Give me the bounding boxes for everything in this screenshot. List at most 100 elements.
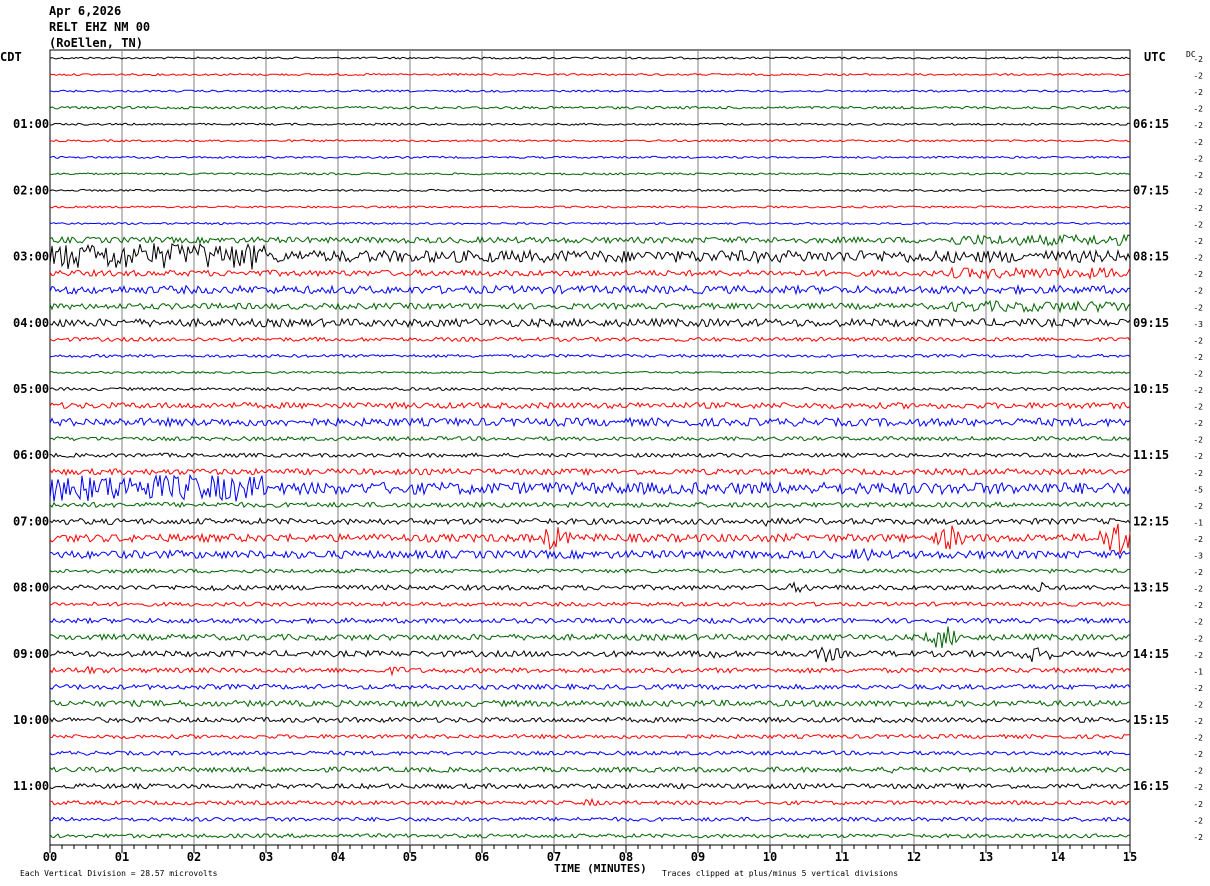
dc-offset-label: -2: [1193, 568, 1203, 577]
trace-row-33: [49, 601, 1131, 607]
trace-row-36: [49, 646, 1131, 663]
trace-row-17: [49, 336, 1131, 343]
trace-row-23: [49, 435, 1131, 442]
trace-row-34: [49, 616, 1131, 625]
right-hour-label: 13:15: [1133, 581, 1169, 595]
right-hour-label: 10:15: [1133, 382, 1169, 396]
dc-offset-label: -2: [1193, 833, 1203, 842]
trace-row-39: [49, 699, 1131, 708]
trace-row-46: [49, 816, 1131, 823]
dc-offset-label: -2: [1193, 270, 1203, 279]
dc-offset-label: -2: [1193, 369, 1203, 378]
trace-row-14: [49, 283, 1131, 296]
right-hour-label: 06:15: [1133, 117, 1169, 131]
trace-row-12: [49, 242, 1131, 270]
x-tick-label: 06: [475, 850, 489, 864]
trace-row-27: [49, 501, 1131, 509]
trace-row-0: [49, 56, 1131, 60]
station-location: (RoEllen, TN): [49, 36, 143, 50]
right-hour-label: 11:15: [1133, 448, 1169, 462]
dc-offset-label: -1: [1193, 518, 1203, 527]
dc-offset-label: -2: [1193, 601, 1203, 610]
right-hour-label: 09:15: [1133, 316, 1169, 330]
dc-offset-label: -2: [1193, 535, 1203, 544]
dc-offset-label: -5: [1193, 485, 1203, 494]
right-hour-label: 15:15: [1133, 713, 1169, 727]
trace-row-38: [49, 683, 1131, 691]
trace-row-19: [49, 370, 1131, 375]
trace-row-26: [49, 473, 1131, 502]
x-tick-label: 09: [691, 850, 705, 864]
left-hour-label: 05:00: [13, 382, 49, 396]
trace-row-25: [49, 467, 1131, 477]
dc-offset-label: -2: [1193, 734, 1203, 743]
dc-offset-label: -2: [1193, 634, 1203, 643]
left-hour-label: 04:00: [13, 316, 49, 330]
dc-offset-label: -2: [1193, 618, 1203, 627]
trace-row-4: [49, 122, 1131, 126]
dc-offset-label: -2: [1193, 154, 1203, 163]
trace-row-29: [49, 523, 1131, 555]
trace-row-9: [49, 205, 1130, 209]
trace-row-8: [49, 188, 1131, 193]
dc-offset-label: -2: [1193, 237, 1203, 246]
left-hour-label: 06:00: [13, 448, 49, 462]
dc-offset-label: -2: [1193, 72, 1203, 81]
left-hour-label: 11:00: [13, 779, 49, 793]
left-hour-label: 08:00: [13, 581, 49, 595]
x-tick-label: 05: [403, 850, 417, 864]
trace-row-41: [49, 733, 1130, 740]
scale-note: Each Vertical Division = 28.57 microvolt…: [20, 869, 218, 878]
trace-row-37: [49, 665, 1131, 677]
x-tick-label: 10: [763, 850, 777, 864]
dc-label: DC: [1186, 50, 1196, 59]
utc-label: UTC: [1144, 50, 1166, 64]
dc-offset-label: -2: [1193, 419, 1203, 428]
trace-row-20: [49, 386, 1131, 392]
left-hour-label: 10:00: [13, 713, 49, 727]
right-hour-label: 08:15: [1133, 250, 1169, 264]
chart-date: Apr 6,2026: [49, 4, 122, 18]
dc-offset-label: -2: [1193, 336, 1203, 345]
trace-row-16: [49, 317, 1131, 329]
trace-row-32: [49, 581, 1131, 594]
dc-offset-label: -2: [1193, 502, 1203, 511]
trace-row-40: [49, 716, 1131, 724]
x-tick-label: 01: [115, 850, 129, 864]
x-tick-label: 13: [979, 850, 993, 864]
trace-row-6: [49, 155, 1131, 159]
trace-row-45: [49, 797, 1131, 807]
dc-offset-label: -2: [1193, 783, 1203, 792]
trace-row-5: [49, 139, 1131, 143]
x-tick-label: 02: [187, 850, 201, 864]
left-hour-label: 03:00: [13, 250, 49, 264]
left-hour-label: 01:00: [13, 117, 49, 131]
trace-row-21: [49, 401, 1131, 410]
x-tick-label: 00: [43, 850, 57, 864]
dc-offset-label: -2: [1193, 452, 1203, 461]
dc-offset-label: -2: [1193, 221, 1203, 230]
trace-row-10: [49, 221, 1131, 226]
dc-offset-label: -2: [1193, 353, 1203, 362]
dc-offset-label: -2: [1193, 585, 1203, 594]
trace-row-7: [49, 172, 1131, 176]
trace-row-28: [49, 517, 1131, 528]
plot-frame: [49, 49, 1131, 846]
dc-offset-label: -2: [1193, 171, 1203, 180]
dc-offset-label: -2: [1193, 700, 1203, 709]
trace-row-2: [49, 89, 1131, 93]
dc-offset-label: -2: [1193, 121, 1203, 130]
dc-offset-label: -2: [1193, 386, 1203, 395]
right-hour-label: 16:15: [1133, 779, 1169, 793]
trace-row-24: [49, 452, 1131, 459]
trace-row-15: [49, 299, 1131, 314]
trace-row-47: [49, 832, 1131, 839]
station-code: RELT EHZ NM 00: [49, 20, 151, 34]
dc-offset-label: -2: [1193, 204, 1203, 213]
trace-row-30: [49, 547, 1131, 562]
x-axis-title: TIME (MINUTES): [554, 862, 647, 875]
dc-offset-label: -2: [1193, 816, 1203, 825]
trace-row-22: [49, 416, 1131, 429]
trace-row-44: [49, 782, 1131, 790]
dc-offset-label: -3: [1193, 552, 1203, 561]
